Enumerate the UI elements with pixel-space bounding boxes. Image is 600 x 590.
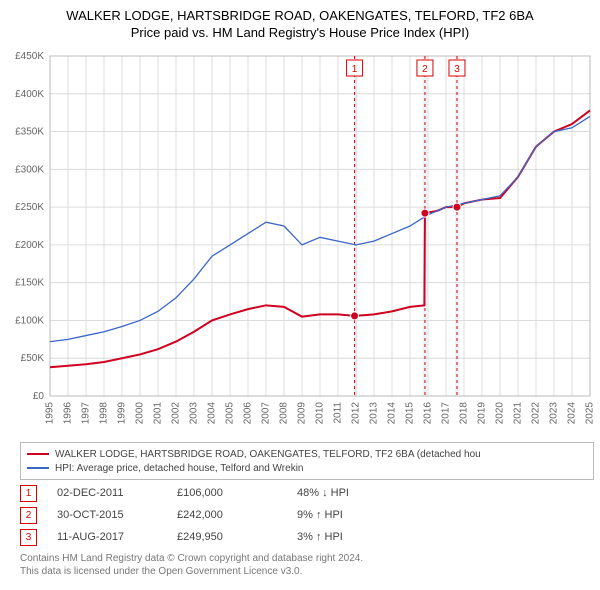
event-row: 1 02-DEC-2011 £106,000 48% ↓ HPI (20, 482, 580, 504)
legend-swatch (27, 453, 49, 455)
svg-text:2004: 2004 (207, 402, 218, 425)
footer-line2: This data is licensed under the Open Gov… (20, 565, 580, 578)
svg-text:£400K: £400K (15, 89, 44, 100)
chart-area: £0 £50K £100K £150K £200K £250K £300K £350K £400… (6, 48, 594, 438)
svg-text:2003: 2003 (189, 402, 200, 425)
svg-text:2014: 2014 (387, 402, 398, 425)
legend-box: WALKER LODGE, HARTSBRIDGE ROAD, OAKENGAT… (20, 442, 594, 480)
svg-text:£300K: £300K (15, 164, 44, 175)
svg-text:1: 1 (352, 64, 358, 75)
svg-text:2025: 2025 (585, 402, 594, 425)
svg-text:2: 2 (422, 64, 428, 75)
event-row: 2 30-OCT-2015 £242,000 9% ↑ HPI (20, 504, 580, 526)
chart-svg: £0 £50K £100K £150K £200K £250K £300K £350K £400… (6, 48, 594, 438)
svg-text:1997: 1997 (81, 402, 92, 425)
svg-text:2012: 2012 (351, 402, 362, 425)
svg-text:2017: 2017 (441, 402, 452, 425)
event-date: 02-DEC-2011 (57, 487, 177, 499)
svg-text:2024: 2024 (567, 402, 578, 425)
svg-text:2006: 2006 (243, 402, 254, 425)
svg-text:2005: 2005 (225, 402, 236, 425)
svg-text:£100K: £100K (15, 315, 44, 326)
svg-text:1998: 1998 (99, 402, 110, 425)
svg-text:1999: 1999 (117, 402, 128, 425)
title-block: WALKER LODGE, HARTSBRIDGE ROAD, OAKENGAT… (0, 0, 600, 44)
svg-text:2011: 2011 (333, 402, 344, 424)
figure-root: WALKER LODGE, HARTSBRIDGE ROAD, OAKENGAT… (0, 0, 600, 590)
title-line2: Price paid vs. HM Land Registry's House … (10, 25, 590, 40)
svg-text:2009: 2009 (297, 402, 308, 425)
svg-text:2018: 2018 (459, 402, 470, 425)
svg-text:2008: 2008 (279, 402, 290, 425)
event-price: £249,950 (177, 531, 297, 543)
svg-text:2002: 2002 (171, 402, 182, 425)
svg-text:2023: 2023 (549, 402, 560, 425)
legend-row: WALKER LODGE, HARTSBRIDGE ROAD, OAKENGAT… (27, 447, 587, 461)
legend-row: HPI: Average price, detached house, Telf… (27, 461, 587, 475)
event-row: 3 11-AUG-2017 £249,950 3% ↑ HPI (20, 526, 580, 548)
svg-text:£50K: £50K (21, 353, 45, 364)
svg-text:2020: 2020 (495, 402, 506, 425)
svg-text:£0: £0 (33, 391, 45, 402)
svg-text:2010: 2010 (315, 402, 326, 425)
svg-text:3: 3 (454, 64, 460, 75)
legend-label: HPI: Average price, detached house, Telf… (55, 463, 304, 474)
event-date: 30-OCT-2015 (57, 509, 177, 521)
svg-text:2016: 2016 (423, 402, 434, 425)
svg-text:£450K: £450K (15, 51, 44, 62)
event-delta: 9% ↑ HPI (297, 509, 580, 521)
svg-text:£350K: £350K (15, 127, 44, 138)
footer-line1: Contains HM Land Registry data © Crown c… (20, 552, 580, 565)
event-delta: 3% ↑ HPI (297, 531, 580, 543)
svg-text:2015: 2015 (405, 402, 416, 425)
svg-text:2013: 2013 (369, 402, 380, 425)
svg-text:£250K: £250K (15, 202, 44, 213)
title-line1: WALKER LODGE, HARTSBRIDGE ROAD, OAKENGAT… (10, 8, 590, 23)
legend-swatch (27, 467, 49, 469)
svg-text:1996: 1996 (63, 402, 74, 425)
event-price: £106,000 (177, 487, 297, 499)
svg-text:2001: 2001 (153, 402, 164, 425)
svg-text:£150K: £150K (15, 278, 44, 289)
svg-text:2007: 2007 (261, 402, 272, 425)
svg-text:2021: 2021 (513, 402, 524, 425)
event-price: £242,000 (177, 509, 297, 521)
svg-text:1995: 1995 (45, 402, 56, 425)
svg-text:2019: 2019 (477, 402, 488, 425)
event-date: 11-AUG-2017 (57, 531, 177, 543)
event-badge: 1 (20, 485, 37, 502)
event-badge: 2 (20, 507, 37, 524)
svg-text:£200K: £200K (15, 240, 44, 251)
event-table: 1 02-DEC-2011 £106,000 48% ↓ HPI 2 30-OC… (20, 482, 580, 548)
svg-text:2000: 2000 (135, 402, 146, 425)
event-badge: 3 (20, 529, 37, 546)
event-delta: 48% ↓ HPI (297, 487, 580, 499)
svg-text:2022: 2022 (531, 402, 542, 425)
legend-label: WALKER LODGE, HARTSBRIDGE ROAD, OAKENGAT… (55, 449, 481, 460)
footer-attribution: Contains HM Land Registry data © Crown c… (20, 552, 580, 578)
